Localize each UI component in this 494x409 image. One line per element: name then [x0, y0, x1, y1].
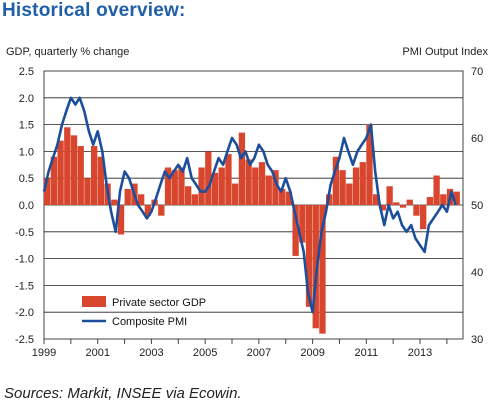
gdp-bar [138, 194, 145, 205]
gdp-bar [279, 188, 286, 205]
chart-plot: 2.5 2.0 1.5 1.0 0.5 0.0 -0.5 -1.0 -1.5 -2.0 -2.5 7… [15, 66, 483, 359]
left-tick-label: 1.0 [19, 146, 34, 158]
right-axis-ticks: 70 60 50 40 30 [471, 66, 483, 346]
gdp-bar [406, 199, 413, 205]
gdp-bar [319, 205, 326, 334]
gdp-bar [265, 175, 272, 205]
gdp-bar [64, 127, 71, 205]
gdp-bar [164, 167, 172, 205]
gdp-bar [433, 175, 440, 205]
gdp-bar [339, 170, 346, 205]
legend-swatch-gdp [82, 296, 106, 307]
gdp-bar [312, 205, 319, 329]
gdp-bar [158, 205, 165, 216]
gdp-bar [84, 178, 91, 205]
gdp-bar [305, 205, 313, 307]
gdp-bar [366, 124, 373, 205]
right-tick-label: 60 [471, 133, 483, 145]
right-tick-label: 70 [471, 66, 483, 78]
left-axis-title: GDP, quarterly % change [6, 46, 130, 58]
gdp-bar [379, 205, 387, 211]
right-tick-label: 30 [471, 334, 483, 346]
legend-label-pmi: Composite PMI [112, 316, 187, 328]
gdp-bar [57, 140, 64, 205]
left-tick-label: 2.0 [19, 93, 34, 105]
gdp-bar [292, 205, 299, 256]
gdp-bar [332, 156, 340, 205]
gdp-bar [272, 170, 279, 205]
gdp-bar [91, 146, 98, 205]
gdp-bar [144, 205, 152, 216]
gdp-bar [258, 162, 266, 205]
left-tick-label: -2.5 [15, 334, 34, 346]
gdp-bar [440, 194, 447, 205]
source-note: Sources: Markit, INSEE via Ecowin. [4, 385, 242, 402]
legend: Private sector GDP Composite PMI [82, 296, 206, 328]
gdp-bar [232, 183, 239, 205]
gdp-bar [171, 170, 178, 205]
gdp-bar [44, 178, 51, 205]
left-tick-label: 0.0 [19, 200, 34, 212]
x-tick-label: 2013 [408, 347, 432, 359]
x-tick-label: 2001 [85, 347, 109, 359]
gdp-bar [426, 196, 434, 205]
gdp-bar [252, 167, 259, 205]
x-tick-label: 1999 [32, 347, 56, 359]
right-axis-title: PMI Output Index [402, 46, 488, 58]
gdp-bar [211, 172, 219, 205]
x-axis-ticks: 1999 2001 2003 2005 2007 2009 2011 2013 [32, 339, 448, 359]
gdp-bar [453, 191, 460, 205]
left-axis-ticks: 2.5 2.0 1.5 1.0 0.5 0.0 -0.5 -1.0 -1.5 -2.0 -2.5 [15, 66, 34, 346]
gdp-bar [225, 154, 232, 205]
gdp-bar [352, 167, 360, 205]
gdp-bar [386, 186, 393, 205]
left-tick-label: -1.0 [15, 254, 34, 266]
x-tick-label: 2005 [193, 347, 217, 359]
gdp-bar [285, 191, 293, 205]
left-tick-label: -1.5 [15, 280, 34, 292]
chart-title: Historical overview: [2, 0, 186, 21]
gdp-bar [70, 135, 78, 205]
x-tick-label: 2007 [247, 347, 271, 359]
left-tick-label: 2.5 [19, 66, 34, 78]
x-tick-label: 2011 [354, 347, 378, 359]
gdp-bar [185, 186, 192, 205]
gdp-bar [97, 156, 105, 205]
gdp-bar [420, 205, 427, 230]
gdp-bar [124, 188, 131, 205]
left-tick-label: -0.5 [15, 227, 34, 239]
left-tick-label: 0.5 [19, 173, 34, 185]
pmi-line [42, 96, 457, 314]
gdp-bar [393, 202, 400, 205]
x-tick-label: 2003 [139, 347, 163, 359]
gdp-bar [77, 146, 84, 205]
gdp-bar [346, 183, 353, 205]
gdp-bar [178, 167, 185, 205]
gdp-bars [44, 124, 460, 334]
gdp-bar [399, 205, 407, 208]
x-tick-label: 2009 [300, 347, 324, 359]
gdp-bar [359, 162, 366, 205]
gdp-bar [299, 205, 306, 243]
gdp-bar [238, 132, 246, 205]
gdp-bar [191, 194, 199, 205]
gdp-bar [413, 205, 420, 216]
gdp-bar [218, 167, 225, 205]
legend-label-gdp: Private sector GDP [112, 297, 206, 309]
gdp-bar [111, 199, 118, 205]
gdp-bar [245, 159, 252, 205]
right-tick-label: 50 [471, 200, 483, 212]
left-tick-label: -2.0 [15, 307, 34, 319]
gdp-bar [373, 194, 380, 205]
gdp-bar [50, 156, 58, 205]
gdp-bar [117, 205, 125, 235]
right-tick-label: 40 [471, 267, 483, 279]
left-tick-label: 1.5 [19, 120, 34, 132]
gdp-bar [205, 151, 212, 205]
gdp-bar [198, 167, 205, 205]
